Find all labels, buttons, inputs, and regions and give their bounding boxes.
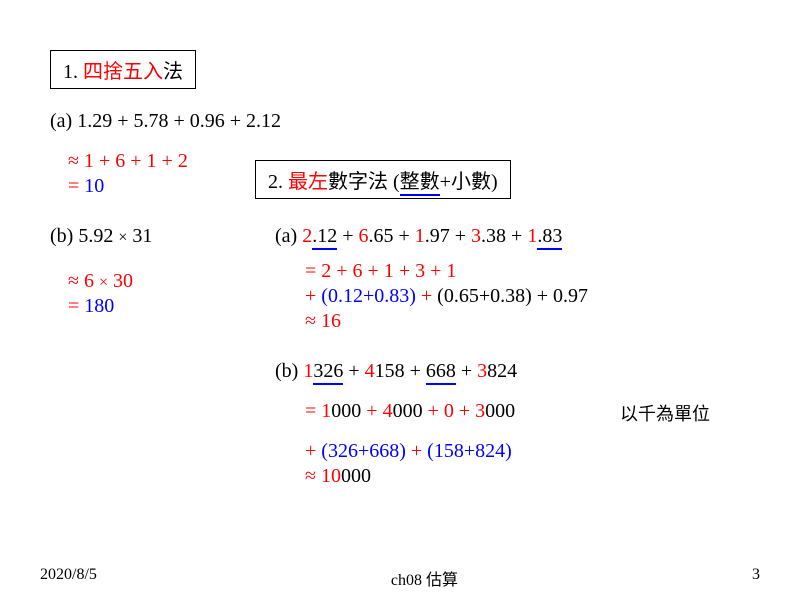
s1a-l2-pre: = (68, 175, 84, 197)
s2b-l3-d: 10 (321, 465, 341, 487)
s2b-l1-s1: + (361, 400, 382, 422)
s1b-l1-pre: ≈ (68, 270, 84, 292)
s1b-line2: = 180 (68, 295, 114, 318)
s2a-line2: + (0.12+0.83) + (0.65+0.38) + 0.97 (305, 285, 588, 308)
s2b-p4d: 3 (477, 360, 487, 382)
section1-title-box: 1. 四捨五入法 (50, 50, 196, 89)
s2a-p4r: .38 (481, 225, 506, 247)
s2a-line1: = 2 + 6 + 1 + 3 + 1 (305, 260, 456, 283)
s2a-s2: + (393, 225, 414, 247)
s2-tb3: + (440, 171, 451, 193)
s2-tb1: 數字法 ( (328, 171, 400, 193)
s2a-l2-p2: (0.65+0.38) (437, 285, 532, 307)
s2b-l2-p1: (326+668) (321, 440, 406, 462)
s2b-p2d: 4 (365, 360, 375, 382)
s2a-l2-mid: + (416, 285, 437, 307)
s2b-p1d: 1 (303, 360, 313, 382)
s2b-p4r: 824 (487, 360, 517, 382)
section2-a: (a) 2.12 + 6.65 + 1.97 + 3.38 + 1.83 (275, 225, 562, 248)
s2a-s3: + (450, 225, 471, 247)
s2a-s1: + (337, 225, 358, 247)
s2a-p1r: .12 (312, 225, 337, 250)
s2b-l1-t2d: 4 (383, 400, 393, 422)
section1-number: 1. (63, 61, 83, 83)
s1b-pr: 31 (127, 225, 152, 247)
s2-tb2: 整數 (400, 171, 440, 196)
s2b-l1-t1r: 000 (331, 400, 361, 422)
s1a-l2-val: 10 (84, 175, 104, 197)
s2a-p2r: .65 (368, 225, 393, 247)
s2a-p1d: 2 (302, 225, 312, 247)
s2b-line2: + (326+668) + (158+824) (305, 440, 512, 463)
s2a-p4d: 3 (471, 225, 481, 247)
s2a-s4: + (506, 225, 527, 247)
s2b-l1-s3: + (454, 400, 475, 422)
s1b-l1-op: × (99, 274, 108, 291)
s2b-l1-eq: = (305, 400, 321, 422)
s2a-label: (a) (275, 225, 302, 247)
s2b-s3: + (456, 360, 477, 382)
s2b-l3-r: 000 (341, 465, 371, 487)
s1b-l2-pre: = (68, 295, 84, 317)
section1-title-black: 法 (163, 61, 183, 83)
s2a-p5r: .83 (537, 225, 562, 250)
s2b-p2r: 158 (375, 360, 405, 382)
s2b-s2: + (405, 360, 426, 382)
s2-tr: 最左 (288, 171, 328, 193)
s2a-l2-pre: + (305, 285, 321, 307)
s2a-line3: ≈ 16 (305, 310, 341, 333)
s2b-p1r: 326 (313, 360, 343, 385)
s1a-line2: = 10 (68, 175, 104, 198)
s2a-p3r: .97 (425, 225, 450, 247)
s1b-l2-val: 180 (84, 295, 114, 317)
s1b-l1-l: 6 (84, 270, 99, 292)
s2b-l1-t1d: 1 (321, 400, 331, 422)
footer: 2020/8/5 ch08 估算 3 (0, 566, 800, 590)
s2-tb5: ) (491, 171, 498, 193)
footer-page: 3 (752, 566, 760, 590)
s2b-l1-t4d: 3 (475, 400, 485, 422)
section1-a: (a) 1.29 + 5.78 + 0.96 + 2.12 (50, 110, 281, 133)
s2a-l2-p1: (0.12+0.83) (321, 285, 416, 307)
s1a-prompt: 1.29 + 5.78 + 0.96 + 2.12 (77, 110, 281, 132)
s2a-l2-post: + 0.97 (532, 285, 588, 307)
section1-b: (b) 5.92 × 31 (50, 225, 152, 248)
s2b-p3r: 668 (426, 360, 456, 385)
footer-date: 2020/8/5 (40, 566, 97, 590)
s2b-l3-pre: ≈ (305, 465, 321, 487)
s2a-p3d: 1 (415, 225, 425, 247)
s2b-s1: + (343, 360, 364, 382)
s1b-op: × (118, 229, 127, 246)
s2a-p2d: 6 (358, 225, 368, 247)
s1b-label: (b) (50, 225, 78, 247)
s2b-l1-t2r: 000 (393, 400, 423, 422)
footer-title: ch08 估算 (391, 566, 458, 590)
s2b-l2-p2: (158+824) (427, 440, 512, 462)
s1b-pl: 5.92 (78, 225, 118, 247)
section2-title-box: 2. 最左數字法 (整數+小數) (255, 160, 511, 199)
section1-title-red: 四捨五入 (83, 61, 163, 83)
s2b-l1-t3: 0 (444, 400, 454, 422)
s1a-line1: ≈ 1 + 6 + 1 + 2 (68, 150, 188, 173)
s1b-l1-r: 30 (108, 270, 133, 292)
s2b-l1-s2: + (423, 400, 444, 422)
s2b-line3: ≈ 10000 (305, 465, 371, 488)
s1a-l1-expr: 1 + 6 + 1 + 2 (84, 150, 188, 172)
section2-b: (b) 1326 + 4158 + 668 + 3824 (275, 360, 517, 383)
s2b-label: (b) (275, 360, 303, 382)
s2b-note: 以千為單位 (620, 400, 710, 426)
s2b-l2-mid: + (406, 440, 427, 462)
s2b-l2-pre: + (305, 440, 321, 462)
s2a-p5d: 1 (527, 225, 537, 247)
s2-tb4: 小數 (451, 171, 491, 193)
s2b-line1: = 1000 + 4000 + 0 + 3000 (305, 400, 515, 423)
s1a-label: (a) (50, 110, 77, 132)
s1b-line1: ≈ 6 × 30 (68, 270, 133, 293)
s2b-l1-t4r: 000 (485, 400, 515, 422)
s2-num: 2. (268, 171, 288, 193)
s1a-l1-pre: ≈ (68, 150, 84, 172)
